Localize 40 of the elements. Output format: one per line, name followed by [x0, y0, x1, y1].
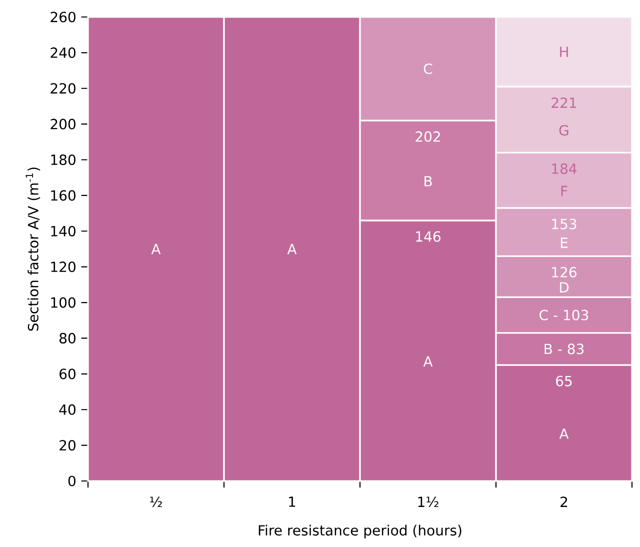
x-tick-label: 1½	[418, 496, 438, 508]
y-tick-label: 160	[51, 190, 76, 201]
data-label: A	[151, 244, 161, 254]
y-tick-label: 200	[50, 118, 76, 130]
annotation: 221	[552, 97, 576, 108]
data-label: E	[560, 238, 568, 248]
data-label: A	[423, 356, 433, 367]
y-tick-label: 0	[68, 476, 76, 486]
y-tick-label: 240	[50, 47, 76, 58]
x-tick-label: ½	[150, 496, 162, 508]
y-tick-label: 20	[60, 440, 76, 451]
y-tick-label: 120	[51, 262, 76, 272]
y-tick-label: 100	[51, 297, 76, 308]
data-label: G	[559, 125, 568, 136]
data-label: A	[287, 244, 297, 254]
y-tick-label: 260	[50, 12, 76, 22]
y-tick-label: 40	[59, 404, 76, 415]
y-tick-label: 140	[51, 226, 76, 236]
data-label: A	[559, 428, 569, 439]
data-label: B	[424, 176, 432, 186]
data-label: D	[560, 282, 569, 292]
x-tick-label: 1	[289, 496, 296, 507]
y-tick-label: 60	[60, 368, 76, 380]
annotation: 202	[416, 131, 440, 142]
y-tick-label: 220	[50, 83, 76, 94]
x-tick-label: 2	[560, 496, 568, 507]
data-label: C	[424, 63, 432, 74]
annotation: 153	[552, 218, 576, 230]
annotation: 184	[552, 163, 577, 174]
y-axis-title: Section factor A/V (m$^{-1}$)	[26, 168, 40, 331]
data-label: F	[561, 186, 568, 196]
annotation: C - 103	[540, 310, 588, 320]
x-axis-title: Fire resistance period (hours)	[258, 524, 462, 538]
annotation: 126	[552, 266, 576, 278]
y-tick-label: 80	[60, 332, 76, 344]
annotation: B - 83	[544, 344, 584, 354]
annotation: 65	[556, 376, 572, 386]
annotation: 146	[416, 231, 440, 242]
data-label: H	[560, 46, 568, 57]
y-tick-label: 180	[51, 154, 76, 166]
